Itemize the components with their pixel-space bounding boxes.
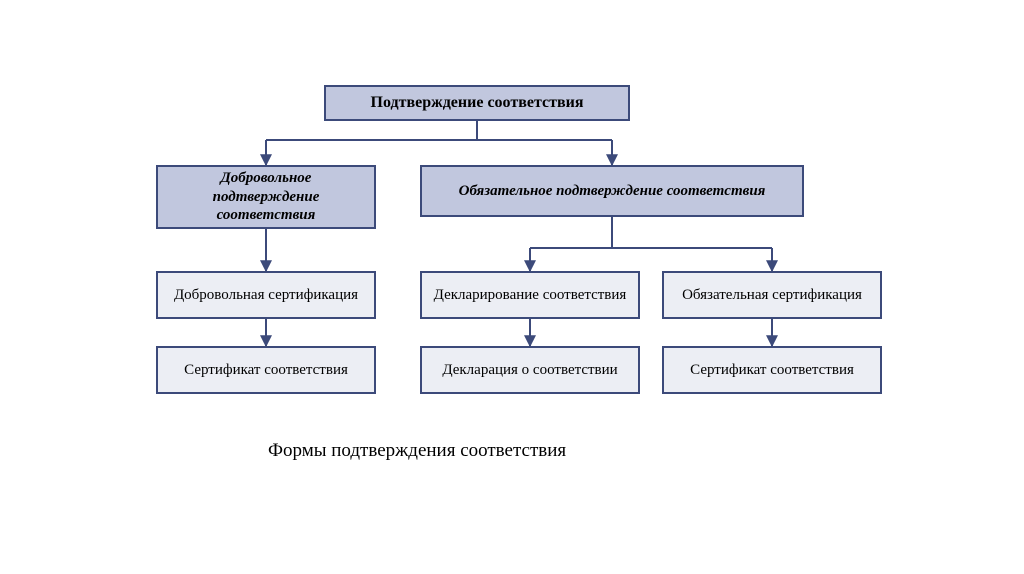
node-root: Подтверждение соответствия bbox=[324, 85, 630, 121]
diagram-caption: Формы подтверждения соответствия bbox=[268, 440, 566, 462]
node-declaring: Декларирование соответствия bbox=[420, 271, 640, 319]
node-declaration: Декларация о соответствии bbox=[420, 346, 640, 394]
node-mandatory: Обязательное подтверждение соответствия bbox=[420, 165, 804, 217]
node-mand-cert: Обязательная сертификация bbox=[662, 271, 882, 319]
node-vol-certdoc: Сертификат соответствия bbox=[156, 346, 376, 394]
node-voluntary: Добровольное подтверждение соответствия bbox=[156, 165, 376, 229]
node-vol-cert: Добровольная сертификация bbox=[156, 271, 376, 319]
node-mand-certdoc: Сертификат соответствия bbox=[662, 346, 882, 394]
